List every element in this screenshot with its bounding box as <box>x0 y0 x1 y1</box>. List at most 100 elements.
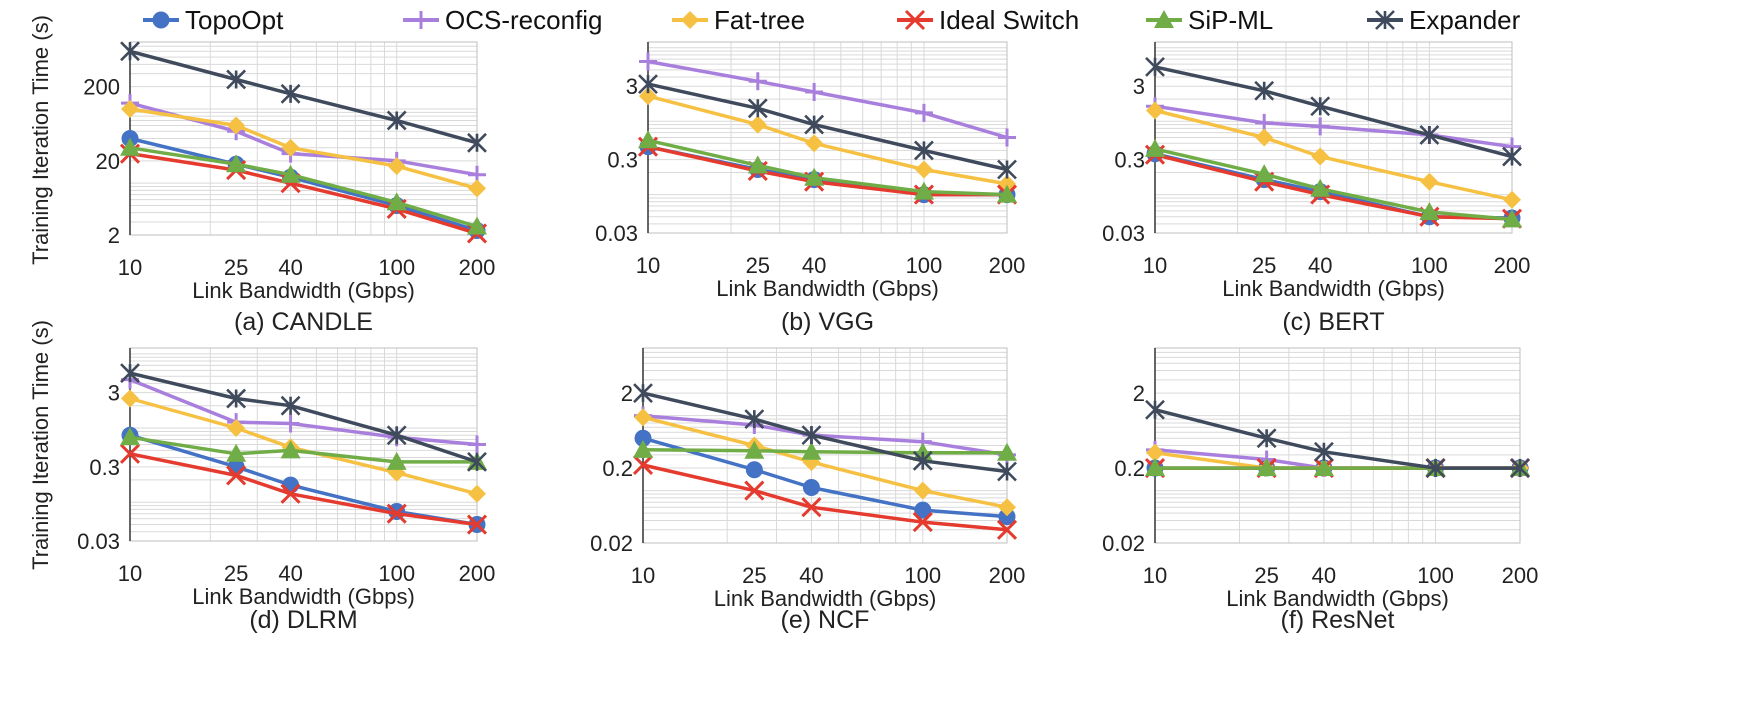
data-point <box>1145 56 1165 77</box>
data-point <box>1313 441 1334 462</box>
series-sip-ml <box>1145 138 1522 228</box>
series-sip-ml <box>633 439 1017 461</box>
legend-label: Expander <box>1409 5 1521 35</box>
legend-marker <box>681 11 699 29</box>
data-point <box>386 503 407 524</box>
data-point <box>386 451 407 470</box>
legend-item: Fat-tree <box>672 5 805 35</box>
y-axis-label: Training Iteration Time (s) <box>28 15 53 265</box>
series-expander <box>633 383 1017 482</box>
x-tick-label: 25 <box>1254 563 1278 588</box>
data-point <box>745 461 763 479</box>
y-tick-label: 200 <box>83 75 120 100</box>
data-point <box>227 116 246 135</box>
y-tick-label: 2 <box>108 223 120 248</box>
data-point <box>1255 128 1274 147</box>
data-point <box>467 451 487 472</box>
legend-item: OCS-reconfig <box>403 5 603 35</box>
data-point <box>801 441 822 460</box>
series-sip-ml <box>120 427 487 470</box>
data-point <box>998 498 1016 517</box>
data-point <box>1311 147 1330 166</box>
x-tick-label: 200 <box>989 253 1026 278</box>
series-fat-tree <box>121 99 486 198</box>
y-tick-label: 0.02 <box>1102 531 1145 556</box>
data-point <box>804 114 825 135</box>
y-tick-label: 0.03 <box>1102 221 1145 246</box>
series-fat-tree <box>639 87 1016 193</box>
x-axis-label: Link Bandwidth (Gbps) <box>716 276 939 301</box>
legend-marker <box>1375 10 1395 30</box>
chart-panel: 0.03 0.3 3 10 25 40 100 200 Link Bandwidth (Gbps… <box>595 41 1026 336</box>
data-point <box>1256 428 1277 449</box>
panel-caption: (b) VGG <box>781 308 874 336</box>
y-tick-label: 0.3 <box>1114 148 1145 173</box>
x-tick-label: 200 <box>459 255 496 280</box>
data-point <box>386 192 407 211</box>
x-tick-label: 10 <box>118 255 142 280</box>
chart-panel: 0.03 0.3 3 10 25 40 100 200 Link Bandwidth (Gbps… <box>1102 41 1531 336</box>
legend-label: Fat-tree <box>714 5 805 35</box>
legend-item: Ideal Switch <box>897 5 1079 35</box>
series-ideal-switch <box>119 443 488 535</box>
data-point <box>633 383 653 404</box>
data-point <box>914 501 932 519</box>
series-ocs-reconfig <box>1146 97 1521 156</box>
panel-caption: (e) NCF <box>781 606 870 634</box>
x-tick-label: 200 <box>1502 563 1539 588</box>
y-tick-label: 0.02 <box>590 531 633 556</box>
data-point <box>1425 458 1446 478</box>
data-point <box>1254 164 1275 183</box>
y-tick-label: 3 <box>1133 74 1145 99</box>
series-line <box>1154 104 1513 149</box>
data-point <box>914 160 933 179</box>
series-sip-ml <box>638 130 1017 203</box>
data-point <box>997 184 1017 203</box>
x-tick-label: 10 <box>118 561 142 586</box>
x-tick-label: 200 <box>1494 253 1531 278</box>
data-point <box>121 99 139 118</box>
data-point <box>1419 201 1440 220</box>
data-point <box>120 137 140 156</box>
y-tick-label: 0.03 <box>595 221 638 246</box>
y-tick-label: 20 <box>96 149 120 174</box>
data-point <box>744 409 765 430</box>
panel-caption: (f) ResNet <box>1281 606 1395 634</box>
x-axis-label: Link Bandwidth (Gbps) <box>1226 586 1449 611</box>
data-point <box>226 388 247 409</box>
y-tick-label: 2 <box>1133 381 1145 406</box>
series-fat-tree <box>1146 443 1529 478</box>
data-point <box>997 461 1017 482</box>
x-tick-label: 100 <box>904 563 941 588</box>
panel-caption: (c) BERT <box>1282 308 1384 336</box>
series-expander <box>638 74 1017 180</box>
legend-marker <box>1154 10 1174 28</box>
series-expander <box>120 363 487 472</box>
chart-panel: 0.02 0.2 2 10 25 40 100 200 Link Bandwidth (Gbps… <box>590 347 1025 634</box>
data-point <box>468 179 486 198</box>
data-point <box>1146 101 1164 120</box>
data-point <box>281 138 300 157</box>
x-tick-label: 25 <box>1252 253 1276 278</box>
panel-caption: (a) CANDLE <box>234 308 373 336</box>
series-line <box>1154 152 1513 220</box>
x-tick-label: 100 <box>378 255 415 280</box>
legend-label: Ideal Switch <box>939 5 1079 35</box>
data-point <box>639 52 657 71</box>
x-tick-label: 40 <box>278 255 302 280</box>
panel-caption: (d) DLRM <box>249 606 357 634</box>
x-tick-label: 100 <box>378 561 415 586</box>
data-point <box>386 110 407 131</box>
grid <box>129 41 478 236</box>
series-ocs-reconfig <box>639 52 1016 147</box>
legend-marker <box>412 11 430 29</box>
series-ideal-switch <box>632 454 1018 540</box>
data-point <box>744 440 765 459</box>
x-tick-label: 40 <box>1312 563 1336 588</box>
x-axis-label: Link Bandwidth (Gbps) <box>192 584 415 609</box>
data-point <box>744 480 765 501</box>
data-point <box>748 115 767 134</box>
data-point <box>121 389 139 408</box>
data-point <box>1146 443 1164 462</box>
